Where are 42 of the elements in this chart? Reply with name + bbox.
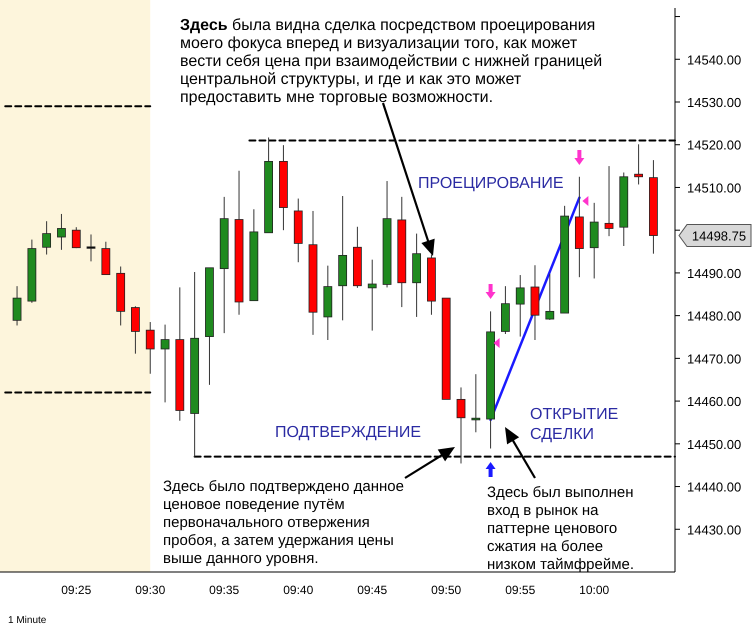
candlestick — [604, 166, 614, 237]
text: 1 Minute — [8, 615, 47, 626]
candlestick — [471, 374, 480, 433]
x-tick-label: 09:25 — [61, 583, 92, 597]
y-tick-label: 14460.00 — [687, 394, 742, 410]
y-tick-label: 14480.00 — [687, 308, 742, 324]
x-tick-label: 09:55 — [505, 583, 536, 597]
x-tick-label: 09:50 — [431, 583, 462, 597]
y-tick-label: 14510.00 — [687, 180, 742, 196]
candlestick — [131, 306, 140, 354]
candlestick — [86, 234, 96, 262]
candlestick — [545, 273, 554, 320]
y-tick-label: 14540.00 — [687, 52, 742, 68]
x-tick-label: 10:00 — [579, 583, 610, 597]
text: 14498.75 — [692, 228, 746, 244]
candlestick — [12, 286, 22, 326]
x-tick-label: 09:40 — [283, 583, 314, 597]
candlestick — [146, 322, 155, 374]
candlestick — [368, 259, 377, 332]
candlestick — [42, 220, 52, 256]
y-tick-label: 14490.00 — [687, 266, 742, 281]
annotation: ОТКРЫТИЕ СДЕЛКИ — [530, 406, 618, 443]
annotation: ПОДТВЕРЖДЕНИЕ — [275, 424, 422, 441]
candlestick — [72, 226, 81, 249]
x-tick-label: 09:35 — [209, 583, 240, 597]
y-tick-label: 14430.00 — [687, 522, 742, 538]
candlestick — [634, 144, 643, 185]
candlestick — [160, 324, 170, 403]
annotation: Здесь был выполнен вход в рынок на паттерне ценового сжатия на более низком таймфрейме. — [487, 484, 634, 573]
candlestick — [516, 274, 525, 338]
candlestick — [57, 213, 66, 250]
annotation: Здесь была видна сделка посредством проецирования моего фокуса вперед и визуализации того, как может вести себя цена при взаимодействии с нижней границей центральной структуры, и где и как это может предоставить мне торговые возможности. — [180, 17, 602, 106]
candlestick — [456, 386, 466, 464]
x-tick-label: 09:30 — [135, 583, 166, 597]
annotation: Здесь было подтверждено данное ценовое поведение путём первоначального отвержения пробоя, а затем удержания цены выше данного уровня. — [163, 478, 404, 567]
annotation: ПРОЕЦИРОВАНИЕ — [418, 175, 564, 192]
y-tick-label: 14530.00 — [687, 95, 742, 110]
y-tick-label: 14520.00 — [687, 138, 742, 153]
x-tick-label: 09:45 — [357, 583, 388, 597]
y-tick-label: 14450.00 — [687, 436, 742, 452]
y-tick-label: 14470.00 — [687, 351, 742, 366]
y-tick-label: 14440.00 — [687, 480, 742, 495]
